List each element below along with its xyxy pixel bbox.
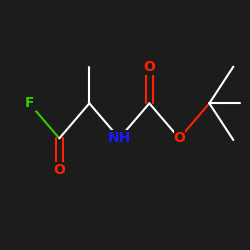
FancyBboxPatch shape	[144, 58, 155, 75]
FancyBboxPatch shape	[110, 130, 129, 146]
Text: O: O	[174, 131, 185, 145]
Text: NH: NH	[108, 131, 131, 145]
Text: F: F	[24, 96, 34, 110]
Text: O: O	[54, 163, 65, 177]
Text: O: O	[144, 60, 155, 74]
FancyBboxPatch shape	[22, 95, 36, 112]
FancyBboxPatch shape	[54, 162, 65, 178]
FancyBboxPatch shape	[174, 130, 185, 146]
